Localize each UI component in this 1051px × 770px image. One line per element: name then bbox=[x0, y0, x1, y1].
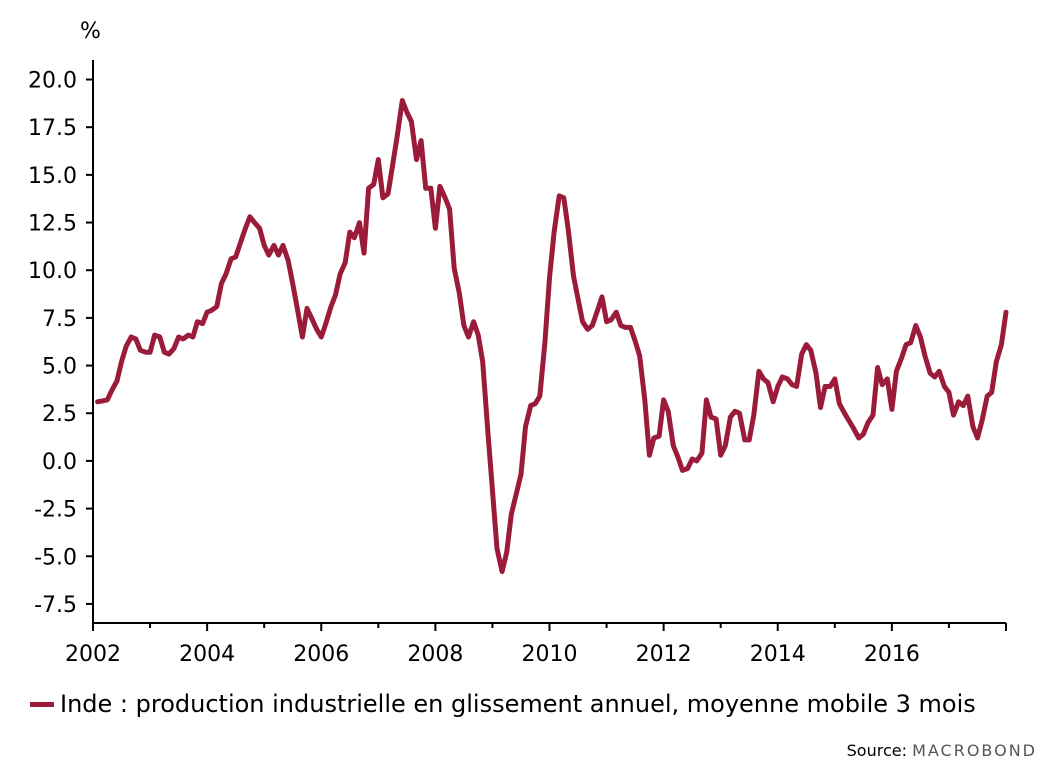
y-tick-label: 20.0 bbox=[28, 69, 77, 94]
line-chart: % 20.0 17.5 15.0 12.5 10.0 7.5 5.0 2.5 0.0 -2.5 -5… bbox=[28, 19, 1009, 667]
y-tick-label: 10.0 bbox=[28, 259, 77, 284]
source-label: Source: bbox=[846, 741, 907, 760]
y-tick-label: 12.5 bbox=[28, 212, 77, 237]
x-tick-label: 2008 bbox=[407, 642, 463, 667]
legend: Inde : production industrielle en glisse… bbox=[30, 690, 976, 718]
legend-label: Inde : production industrielle en glisse… bbox=[60, 690, 976, 718]
series-line-inde-production bbox=[95, 98, 1009, 574]
legend-swatch bbox=[30, 701, 54, 707]
y-tick-label: 17.5 bbox=[28, 116, 77, 141]
y-tick-label: -7.5 bbox=[34, 593, 77, 618]
y-tick-label: 7.5 bbox=[42, 307, 77, 332]
y-tick-label: 15.0 bbox=[28, 164, 77, 189]
x-tick-label: 2014 bbox=[750, 642, 806, 667]
source-brand: MACROBOND bbox=[912, 741, 1037, 760]
x-axis: 2002 2004 2006 2008 2010 2012 2014 2016 bbox=[65, 623, 1007, 667]
y-tick-label: -5.0 bbox=[34, 545, 77, 570]
y-tick-label: 5.0 bbox=[42, 355, 77, 380]
x-tick-label: 2006 bbox=[293, 642, 349, 667]
y-axis-unit-label: % bbox=[80, 19, 101, 44]
y-tick-label: 0.0 bbox=[42, 450, 77, 475]
x-tick-label: 2010 bbox=[522, 642, 578, 667]
y-tick-label: 2.5 bbox=[42, 402, 77, 427]
x-tick-label: 2012 bbox=[636, 642, 692, 667]
x-tick-label: 2016 bbox=[864, 642, 920, 667]
x-tick-label: 2002 bbox=[65, 642, 121, 667]
y-axis: 20.0 17.5 15.0 12.5 10.0 7.5 5.0 2.5 0.0 -2.5 -5.0… bbox=[28, 69, 93, 618]
x-tick-label: 2004 bbox=[179, 642, 235, 667]
y-tick-label: -2.5 bbox=[34, 498, 77, 523]
source-note: Source: MACROBOND bbox=[847, 741, 1037, 760]
